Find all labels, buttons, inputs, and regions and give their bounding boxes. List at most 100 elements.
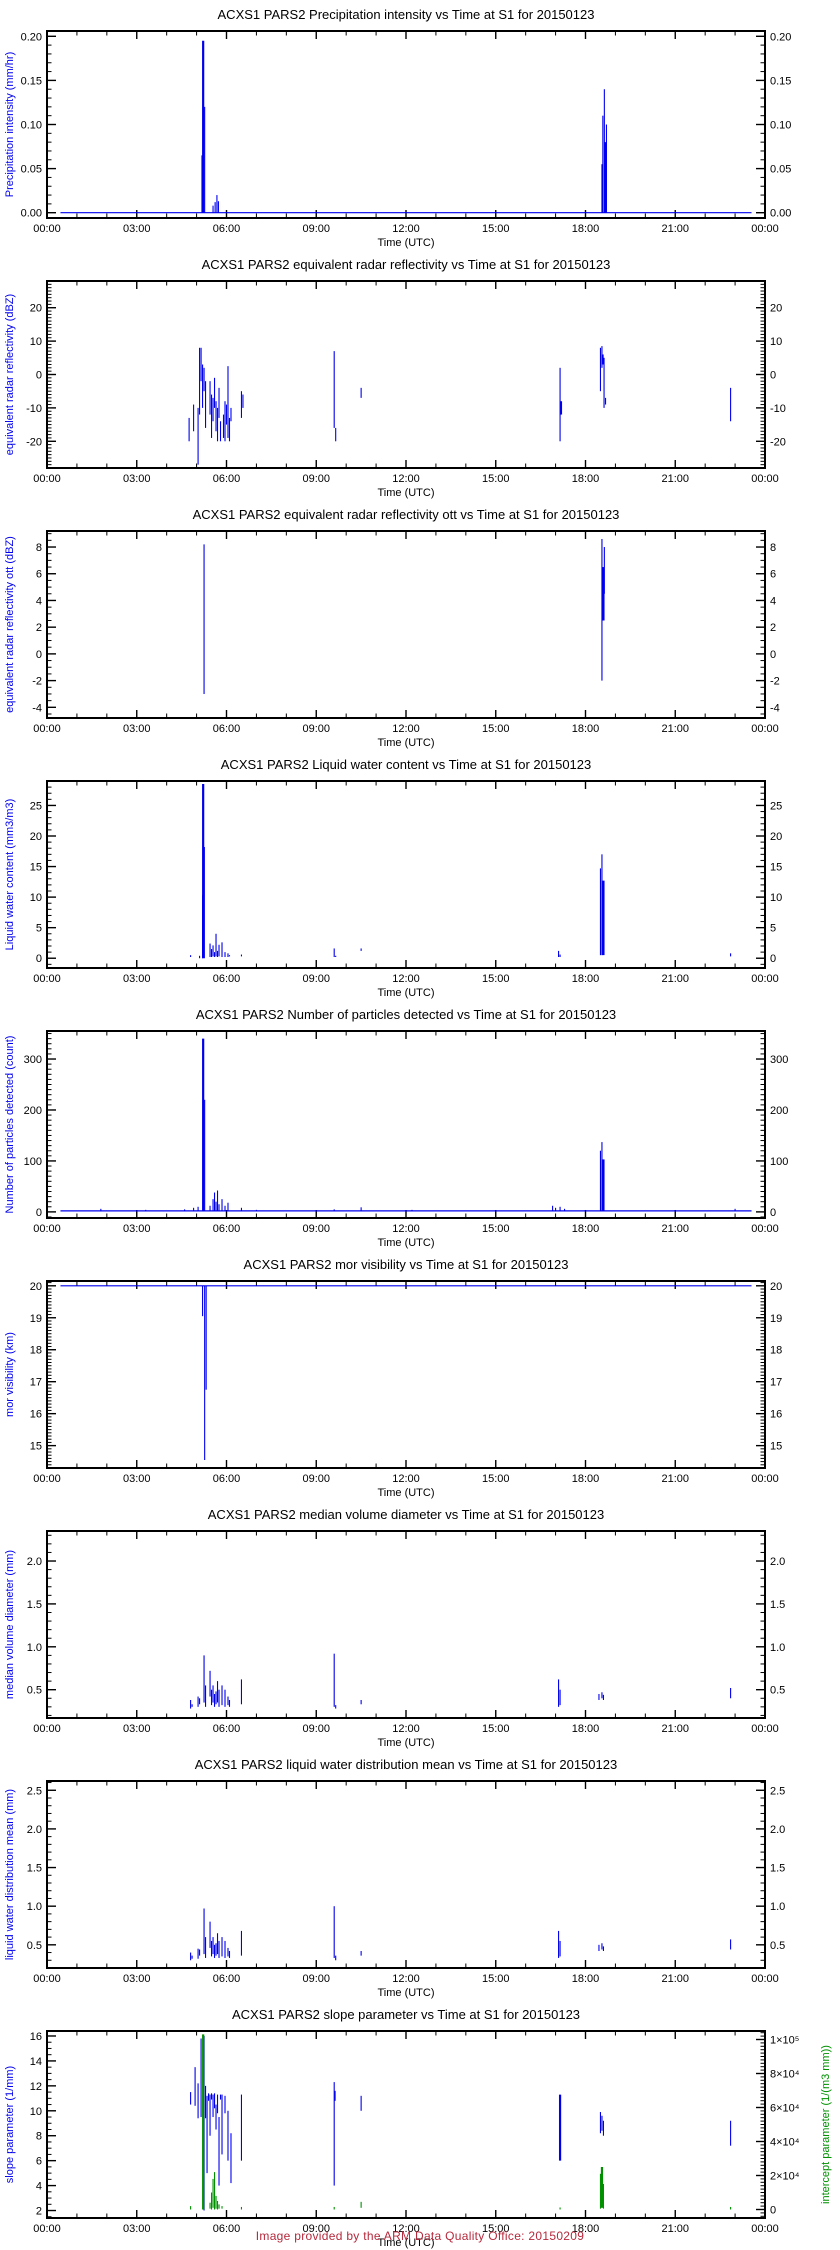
chart-svg: ACXS1 PARS2 equivalent radar reflectivit…: [4, 257, 786, 499]
x-tick-label: 18:00: [572, 2223, 600, 2235]
x-tick-label: 15:00: [482, 723, 510, 735]
x-tick-label: 21:00: [661, 1223, 689, 1235]
x-tick-label: 12:00: [392, 1723, 420, 1735]
x-tick-label: 03:00: [123, 1473, 151, 1485]
svg-text:0.00: 0.00: [21, 208, 42, 220]
chart-svg: ACXS1 PARS2 Number of particles detected…: [4, 1007, 788, 1249]
x-tick-label: 12:00: [392, 973, 420, 985]
svg-text:25: 25: [770, 800, 782, 812]
svg-text:20: 20: [30, 1281, 42, 1293]
svg-text:0: 0: [36, 953, 42, 965]
svg-text:300: 300: [24, 1054, 42, 1066]
svg-text:-4: -4: [770, 702, 780, 714]
svg-text:0.20: 0.20: [770, 31, 791, 43]
x-tick-label: 21:00: [661, 1973, 689, 1985]
x-tick-label: 00:00: [751, 473, 779, 485]
svg-text:-10: -10: [26, 403, 42, 415]
x-tick-label: 03:00: [123, 1723, 151, 1735]
svg-text:4: 4: [770, 595, 776, 607]
x-axis-label: Time (UTC): [377, 2237, 434, 2249]
svg-text:0.20: 0.20: [21, 31, 42, 43]
chart-title: ACXS1 PARS2 slope parameter vs Time at S…: [232, 2007, 580, 2022]
chart-title: ACXS1 PARS2 Precipitation intensity vs T…: [218, 7, 595, 22]
y-axis-label: Liquid water content (mm3/m3): [4, 799, 16, 951]
chart-svg: ACXS1 PARS2 Liquid water content vs Time…: [4, 757, 782, 999]
svg-text:15: 15: [770, 862, 782, 874]
x-tick-label: 21:00: [661, 973, 689, 985]
svg-text:0: 0: [770, 370, 776, 382]
x-tick-label: 00:00: [751, 973, 779, 985]
svg-text:20: 20: [30, 303, 42, 315]
plot-liquid-water-content: ACXS1 PARS2 Liquid water content vs Time…: [0, 750, 840, 1000]
y-axis-label: Precipitation intensity (mm/hr): [4, 52, 16, 198]
svg-text:4×10⁴: 4×10⁴: [770, 2137, 800, 2149]
x-tick-label: 00:00: [33, 2223, 61, 2235]
svg-text:100: 100: [24, 1156, 42, 1168]
svg-text:-2: -2: [770, 676, 780, 688]
series-median_volume_diameter: [190, 1653, 732, 1709]
x-tick-label: 18:00: [572, 223, 600, 235]
x-tick-label: 15:00: [482, 1723, 510, 1735]
x-tick-label: 18:00: [572, 1973, 600, 1985]
x-tick-label: 00:00: [33, 723, 61, 735]
svg-text:0: 0: [36, 649, 42, 661]
plot-precipitation-intensity: ACXS1 PARS2 Precipitation intensity vs T…: [0, 0, 840, 250]
chart-svg: ACXS1 PARS2 median volume diameter vs Ti…: [4, 1507, 785, 1749]
chart-title: ACXS1 PARS2 mor visibility vs Time at S1…: [244, 1257, 569, 1272]
x-tick-label: 09:00: [302, 1723, 330, 1735]
svg-text:-2: -2: [32, 676, 42, 688]
x-tick-label: 18:00: [572, 1723, 600, 1735]
series-equivalent_radar_reflectivity: [188, 346, 732, 465]
svg-text:20: 20: [30, 831, 42, 843]
x-tick-label: 18:00: [572, 723, 600, 735]
x-tick-label: 06:00: [213, 473, 241, 485]
x-tick-label: 06:00: [213, 1473, 241, 1485]
x-tick-label: 15:00: [482, 1973, 510, 1985]
x-axis-label: Time (UTC): [377, 237, 434, 249]
x-tick-label: 00:00: [33, 1223, 61, 1235]
svg-text:0: 0: [770, 2205, 776, 2217]
x-tick-label: 18:00: [572, 973, 600, 985]
x-tick-label: 09:00: [302, 1973, 330, 1985]
chart-title: ACXS1 PARS2 equivalent radar reflectivit…: [202, 257, 611, 272]
x-tick-label: 09:00: [302, 723, 330, 735]
svg-text:15: 15: [30, 1441, 42, 1453]
svg-text:10: 10: [30, 2106, 42, 2118]
svg-text:-20: -20: [770, 436, 786, 448]
svg-text:0.5: 0.5: [770, 1685, 785, 1697]
svg-text:10: 10: [30, 336, 42, 348]
svg-text:2.0: 2.0: [770, 1824, 785, 1836]
chart-svg: ACXS1 PARS2 liquid water distribution me…: [4, 1757, 785, 1999]
series-equivalent_radar_reflectivity_ott: [203, 539, 605, 694]
svg-text:8: 8: [770, 542, 776, 554]
x-tick-label: 12:00: [392, 223, 420, 235]
svg-text:6: 6: [770, 569, 776, 581]
x-tick-label: 09:00: [302, 1473, 330, 1485]
x-tick-label: 18:00: [572, 473, 600, 485]
svg-text:2.0: 2.0: [27, 1556, 42, 1568]
svg-text:-4: -4: [32, 702, 42, 714]
svg-text:1.5: 1.5: [770, 1863, 785, 1875]
x-tick-label: 12:00: [392, 1223, 420, 1235]
x-tick-label: 09:00: [302, 2223, 330, 2235]
svg-text:1.0: 1.0: [27, 1642, 42, 1654]
y-axis-label: mor visibility (km): [4, 1332, 16, 1417]
svg-text:17: 17: [30, 1377, 42, 1389]
y-axis-label: slope parameter (1/mm): [4, 2066, 16, 2183]
right-y-axis-label: intercept parameter (1/(m3 mm)): [820, 2045, 832, 2204]
series-liquid_water_content: [190, 784, 732, 959]
x-tick-label: 03:00: [123, 723, 151, 735]
chart-svg: ACXS1 PARS2 slope parameter vs Time at S…: [4, 2007, 832, 2249]
x-tick-label: 15:00: [482, 973, 510, 985]
svg-text:300: 300: [770, 1054, 788, 1066]
x-tick-label: 18:00: [572, 1223, 600, 1235]
y-axis-label: liquid water distribution mean (mm): [4, 1789, 16, 1960]
x-tick-label: 00:00: [751, 1223, 779, 1235]
x-tick-label: 00:00: [751, 723, 779, 735]
x-tick-label: 15:00: [482, 1223, 510, 1235]
x-tick-label: 12:00: [392, 1973, 420, 1985]
x-axis-label: Time (UTC): [377, 737, 434, 749]
svg-text:1.5: 1.5: [27, 1863, 42, 1875]
chart-title: ACXS1 PARS2 liquid water distribution me…: [195, 1757, 617, 1772]
x-tick-label: 06:00: [213, 973, 241, 985]
